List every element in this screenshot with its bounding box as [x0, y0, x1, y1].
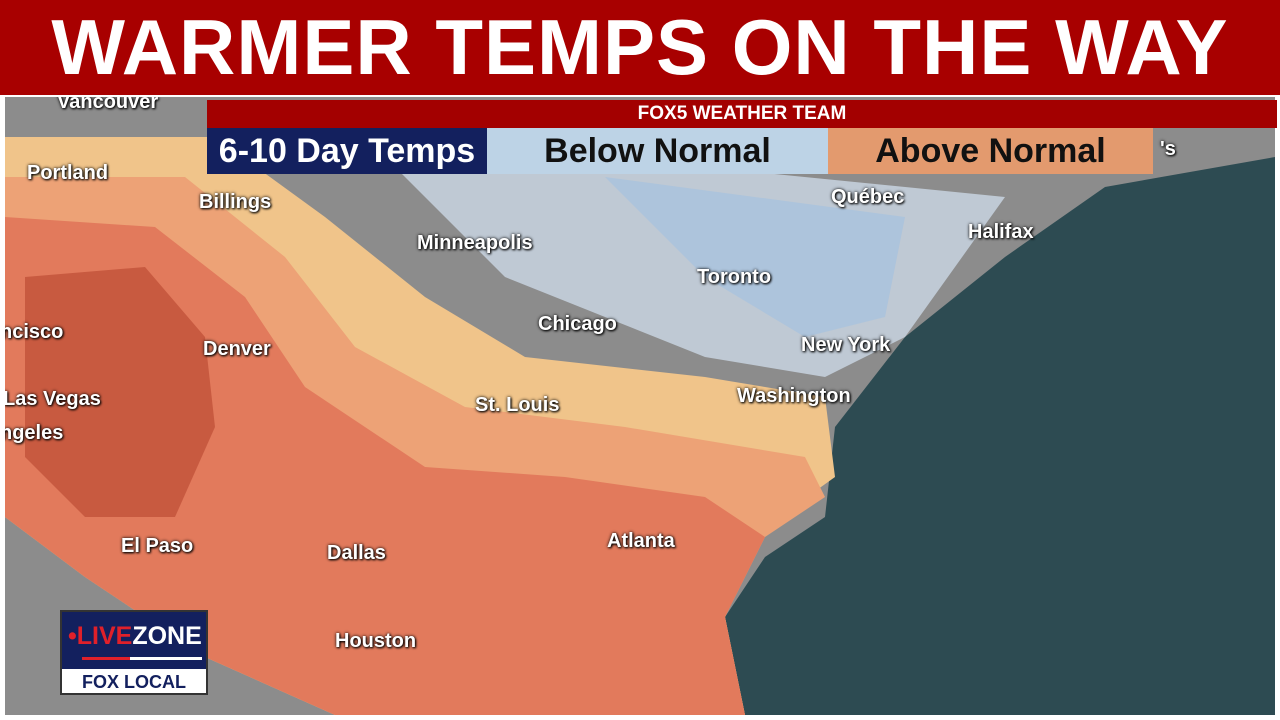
city-label: Chicago — [538, 313, 617, 335]
band-below-strong — [605, 177, 905, 337]
legend-below-normal: Below Normal — [487, 128, 828, 174]
logo-network: FOX LOCAL — [82, 672, 186, 692]
city-label: Vancouver — [57, 97, 159, 113]
legend-title: 6-10 Day Temps — [207, 128, 487, 174]
city-label: Halifax — [968, 221, 1034, 243]
city-label: Portland — [27, 162, 109, 184]
city-label: Dallas — [327, 542, 386, 564]
headline: WARMER TEMPS ON THE WAY — [0, 0, 1280, 95]
city-label: Washington — [737, 385, 851, 407]
city-label: El Paso — [121, 535, 194, 557]
city-label: Atlanta — [607, 530, 675, 552]
city-label: Billings — [199, 191, 272, 213]
band-much-above — [25, 267, 215, 517]
map-shapes — [5, 97, 1275, 715]
city-label: St. Louis — [475, 394, 560, 416]
city-label: Toronto — [697, 266, 772, 288]
legend-above-normal: Above Normal — [828, 128, 1153, 174]
livezone-logo: •LIVEZONE FOX LOCAL — [60, 610, 208, 695]
city-label: Las Vegas — [5, 388, 101, 410]
city-label: 's — [1160, 138, 1176, 160]
weather-map: Vancouver Portland Billings Minneapolis … — [5, 97, 1275, 715]
city-label: Québec — [831, 186, 905, 208]
city-label: ncisco — [5, 321, 64, 343]
logo-line — [82, 657, 202, 660]
city-label: Minneapolis — [417, 232, 533, 254]
city-label: ngeles — [5, 422, 64, 444]
team-bar: FOX5 WEATHER TEAM — [207, 100, 1277, 128]
city-label: Houston — [335, 630, 417, 652]
legend: 6-10 Day Temps Below Normal Above Normal — [207, 128, 1153, 174]
logo-zone: ZONE — [132, 622, 202, 650]
city-label: Denver — [203, 338, 271, 360]
logo-live: •LIVE — [68, 622, 133, 650]
city-label: New York — [801, 334, 891, 356]
